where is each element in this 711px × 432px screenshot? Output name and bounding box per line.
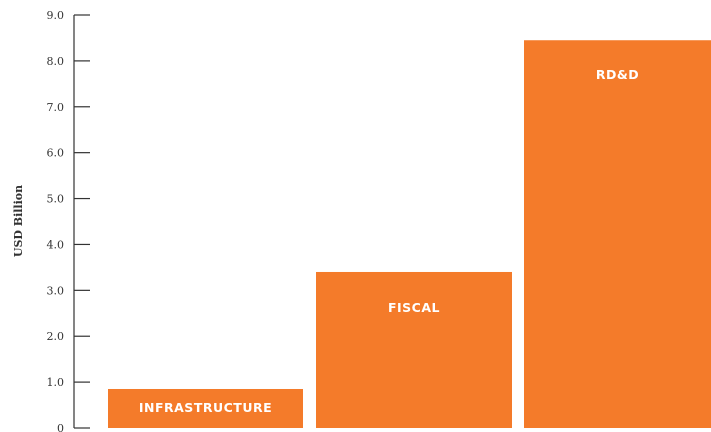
category-label: INFRASTRUCTURE (139, 400, 272, 415)
y-tick-label: 9.0 (47, 9, 65, 22)
y-tick-label: 4.0 (47, 238, 65, 251)
y-tick-label: 6.0 (47, 147, 65, 160)
bar-fiscal (316, 271, 512, 428)
bar-rd-d (524, 40, 711, 428)
bars (108, 40, 711, 428)
bar-labels: INFRASTRUCTURE FISCAL RD&D (139, 67, 639, 415)
y-tick-label: 3.0 (47, 284, 65, 297)
y-tick-label: 1.0 (47, 376, 65, 389)
category-label: RD&D (596, 67, 639, 82)
bar-infrastructure (108, 388, 303, 428)
y-axis-ticks: 0 1.0 2.0 3.0 4.0 5.0 6.0 7.0 8.0 9.0 (47, 9, 90, 432)
category-label: FISCAL (388, 300, 440, 315)
y-tick-label: 0 (57, 422, 64, 432)
y-tick-label: 5.0 (47, 193, 65, 206)
y-axis-label: USD Billion (12, 185, 25, 257)
y-tick-label: 8.0 (47, 55, 65, 68)
y-tick-label: 7.0 (47, 101, 65, 114)
y-tick-label: 2.0 (47, 330, 65, 343)
